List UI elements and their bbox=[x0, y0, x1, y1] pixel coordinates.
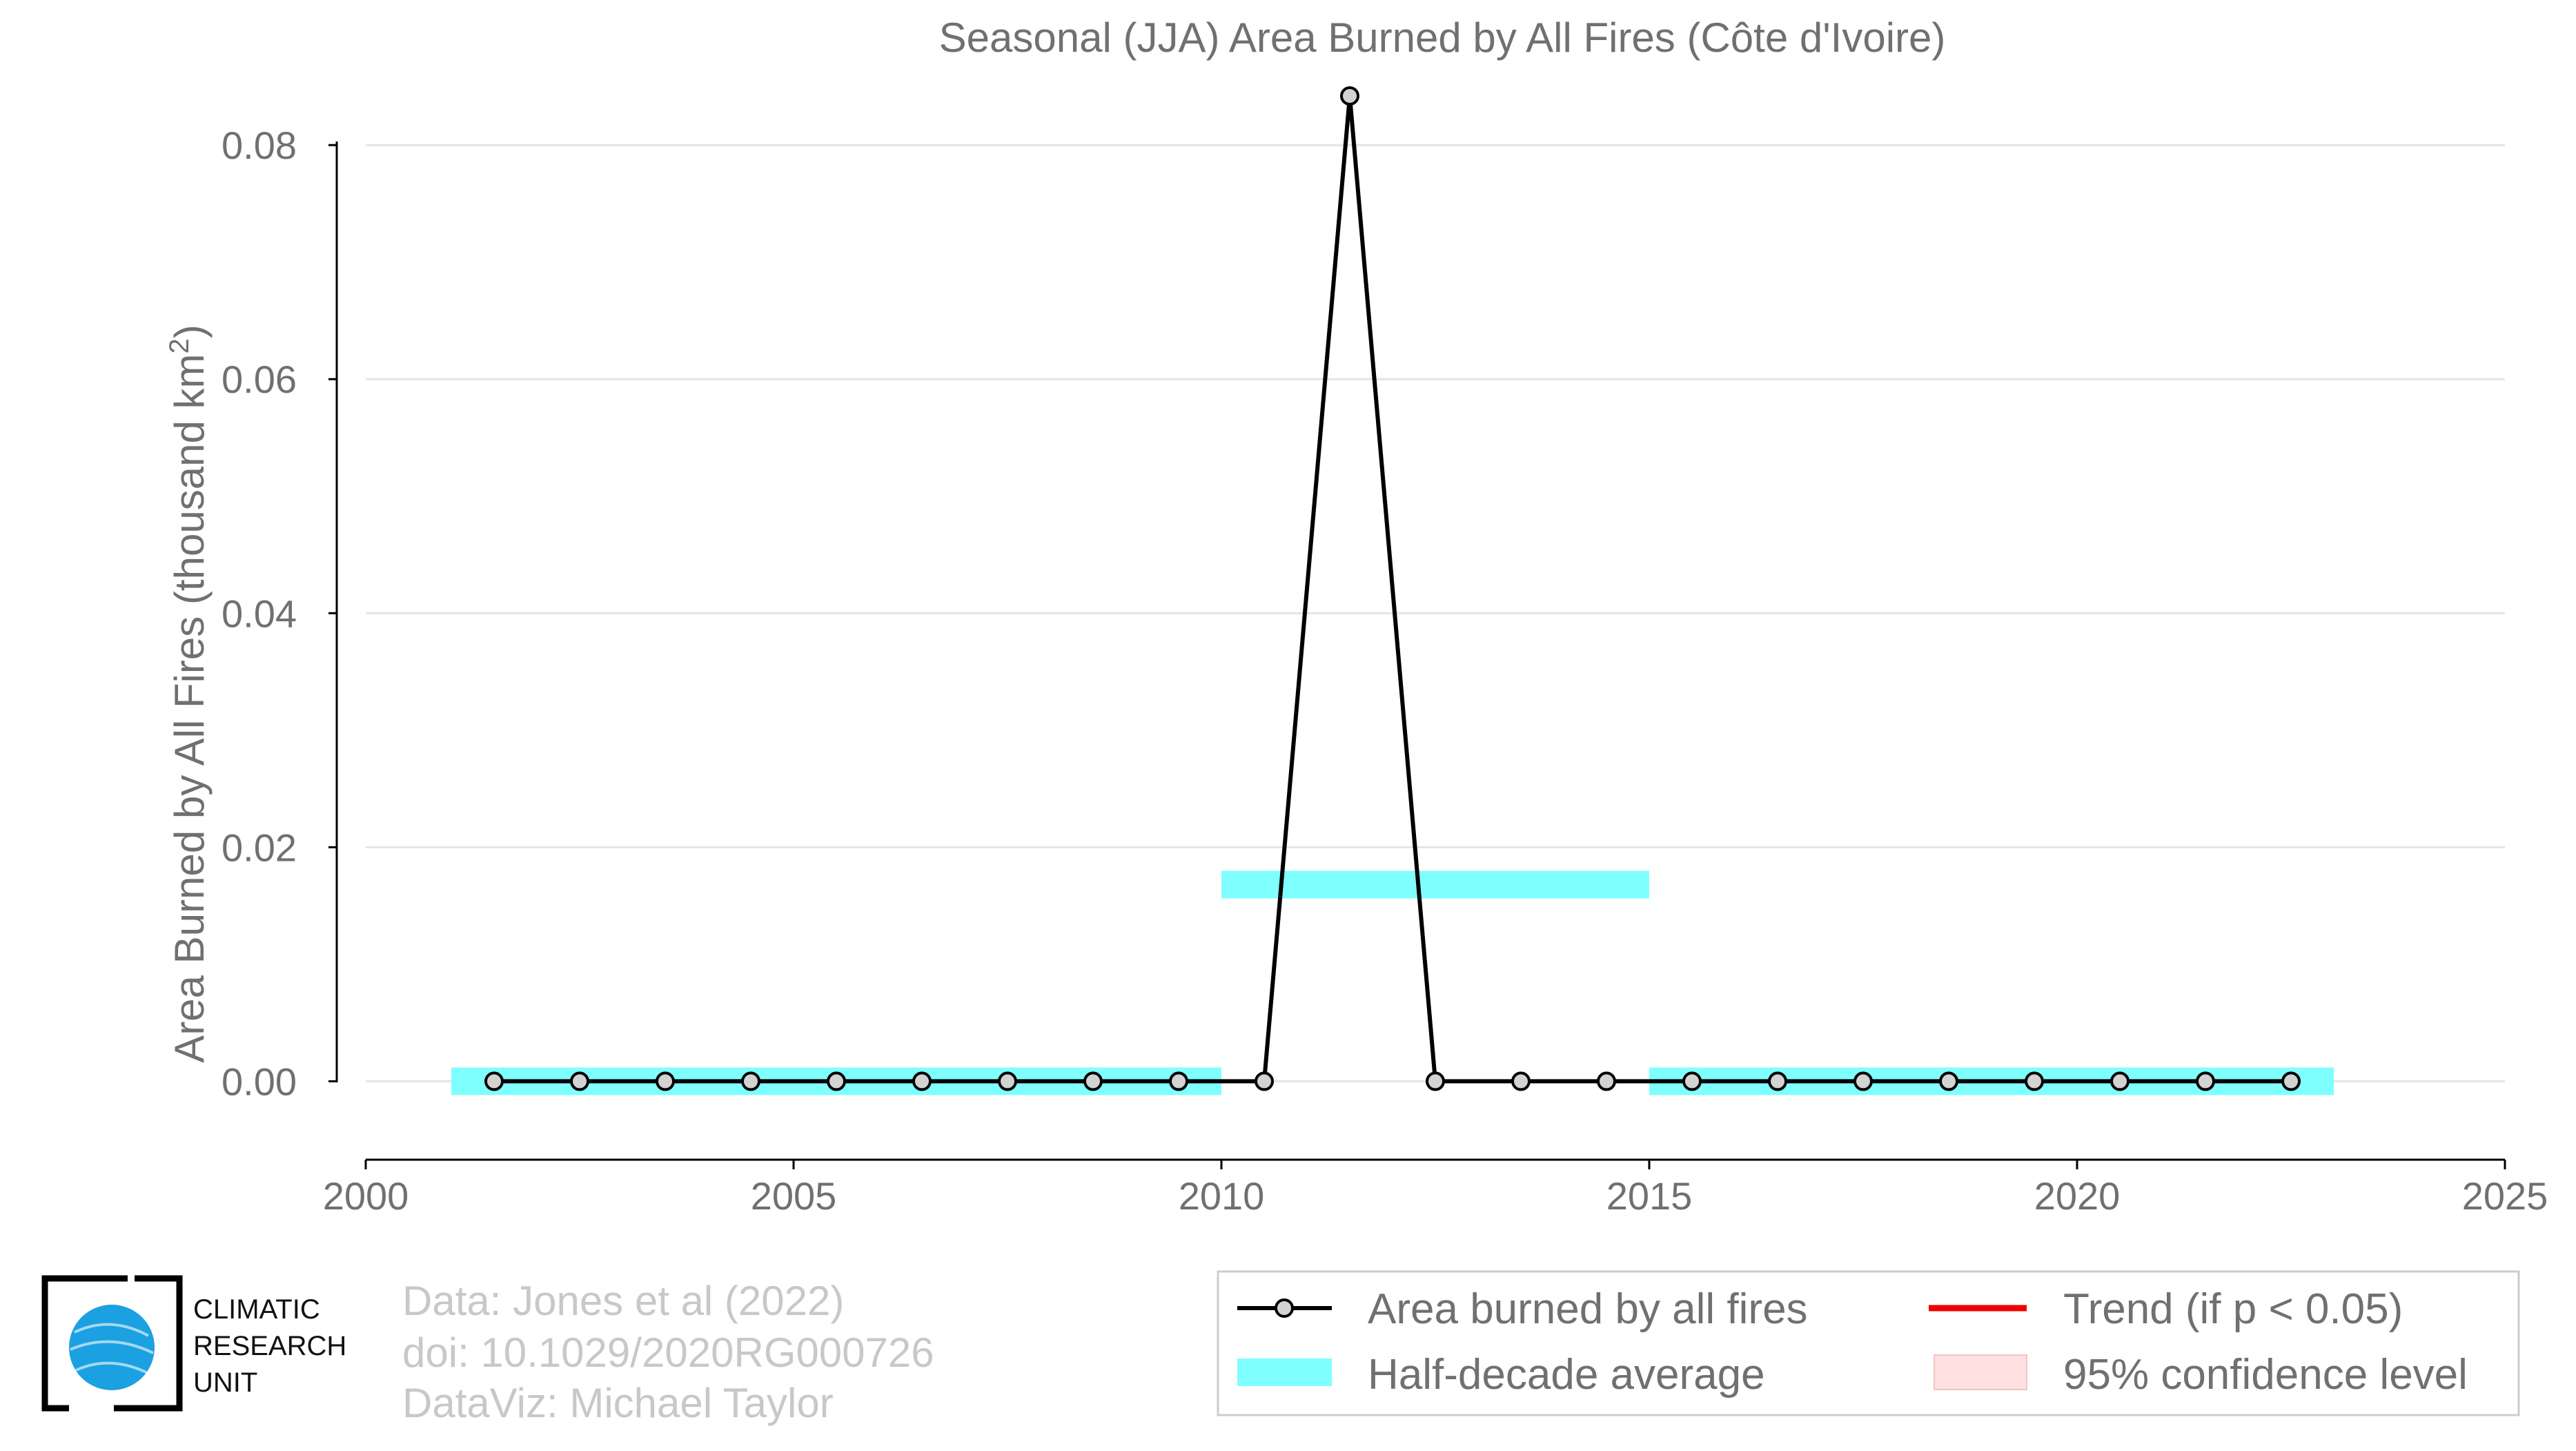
data-point bbox=[1169, 1071, 1188, 1091]
legend-label-area-burned: Area burned by all fires bbox=[1368, 1285, 1808, 1333]
y-axis-label: Area Burned by All Fires (thousand km2) bbox=[164, 324, 213, 1062]
data-point bbox=[1682, 1071, 1702, 1091]
globe-swirl bbox=[70, 1323, 154, 1375]
data-point bbox=[1768, 1071, 1787, 1091]
x-tick-label: 2000 bbox=[323, 1174, 409, 1218]
y-ticks: 0.00 0.02 0.04 0.06 0.08 bbox=[222, 124, 337, 1103]
half-decade-band bbox=[1221, 870, 1649, 899]
data-point bbox=[1426, 1071, 1445, 1091]
legend-swatch-area-burned-marker bbox=[1275, 1298, 1294, 1318]
data-point bbox=[1340, 86, 1359, 106]
data-point bbox=[1854, 1071, 1873, 1091]
legend-box bbox=[1217, 1270, 2520, 1416]
x-tick-label: 2015 bbox=[1606, 1174, 1693, 1218]
logo-text-climatic: CLIMATIC bbox=[193, 1294, 320, 1325]
x-tick-label: 2020 bbox=[2034, 1174, 2121, 1218]
y-tick-label: 0.06 bbox=[222, 358, 297, 401]
half-decade-bands bbox=[451, 870, 2334, 1095]
legend-label-trend: Trend (if p < 0.05) bbox=[2063, 1285, 2403, 1333]
data-point bbox=[1255, 1071, 1274, 1091]
series-line-path bbox=[494, 93, 2291, 1084]
data-point bbox=[1939, 1071, 1958, 1091]
logo-bracket-right bbox=[114, 1275, 183, 1412]
data-point bbox=[2110, 1071, 2130, 1091]
data-point bbox=[741, 1071, 760, 1091]
data-point bbox=[2281, 1071, 2301, 1091]
data-point bbox=[2196, 1071, 2215, 1091]
y-axis-label-main: Area Burned by All Fires (thousand km bbox=[166, 354, 213, 1063]
credit-doi: doi: 10.1029/2020RG000726 bbox=[402, 1330, 934, 1376]
y-tick-label: 0.04 bbox=[222, 592, 297, 635]
legend-label-confidence: 95% confidence level bbox=[2063, 1351, 2468, 1399]
data-point bbox=[2025, 1071, 2044, 1091]
cru-logo: CLIMATIC RESEARCH UNIT bbox=[41, 1275, 346, 1412]
credit-dataviz: DataViz: Michael Taylor bbox=[402, 1380, 834, 1426]
chart-title: Seasonal (JJA) Area Burned by All Fires … bbox=[939, 14, 1946, 61]
data-point bbox=[570, 1071, 589, 1091]
data-point bbox=[998, 1071, 1017, 1091]
data-point bbox=[912, 1071, 932, 1091]
logo-text-unit: UNIT bbox=[193, 1367, 257, 1398]
legend: Area burned by all fires Trend (if p < 0… bbox=[1217, 1270, 2520, 1416]
y-tick-label: 0.08 bbox=[222, 124, 297, 167]
logo-bracket-left bbox=[41, 1275, 128, 1412]
data-point bbox=[656, 1071, 675, 1091]
data-point bbox=[827, 1071, 846, 1091]
series-markers bbox=[484, 86, 2301, 1091]
y-axis-label-superscript: 2 bbox=[164, 338, 195, 353]
x-tick-label: 2005 bbox=[751, 1174, 837, 1218]
legend-swatch-half-decade bbox=[1237, 1359, 1332, 1386]
y-tick-label: 0.02 bbox=[222, 826, 297, 869]
y-tick-label: 0.00 bbox=[222, 1060, 297, 1103]
data-point bbox=[1083, 1071, 1103, 1091]
series-line bbox=[494, 93, 2291, 1084]
legend-swatch-confidence bbox=[1934, 1354, 2027, 1390]
logo-text-research: RESEARCH bbox=[193, 1331, 346, 1361]
data-point bbox=[484, 1071, 504, 1091]
x-tick-label: 2010 bbox=[1179, 1174, 1265, 1218]
data-point bbox=[1597, 1071, 1616, 1091]
grid-lines bbox=[366, 144, 2505, 1082]
legend-label-half-decade: Half-decade average bbox=[1368, 1351, 1765, 1399]
credit-data: Data: Jones et al (2022) bbox=[402, 1278, 844, 1324]
y-axis-label-close: ) bbox=[166, 324, 213, 338]
x-ticks: 2000 2005 2010 2015 2020 2025 bbox=[323, 1160, 2548, 1218]
x-tick-label: 2025 bbox=[2462, 1174, 2548, 1218]
data-point bbox=[1511, 1071, 1531, 1091]
